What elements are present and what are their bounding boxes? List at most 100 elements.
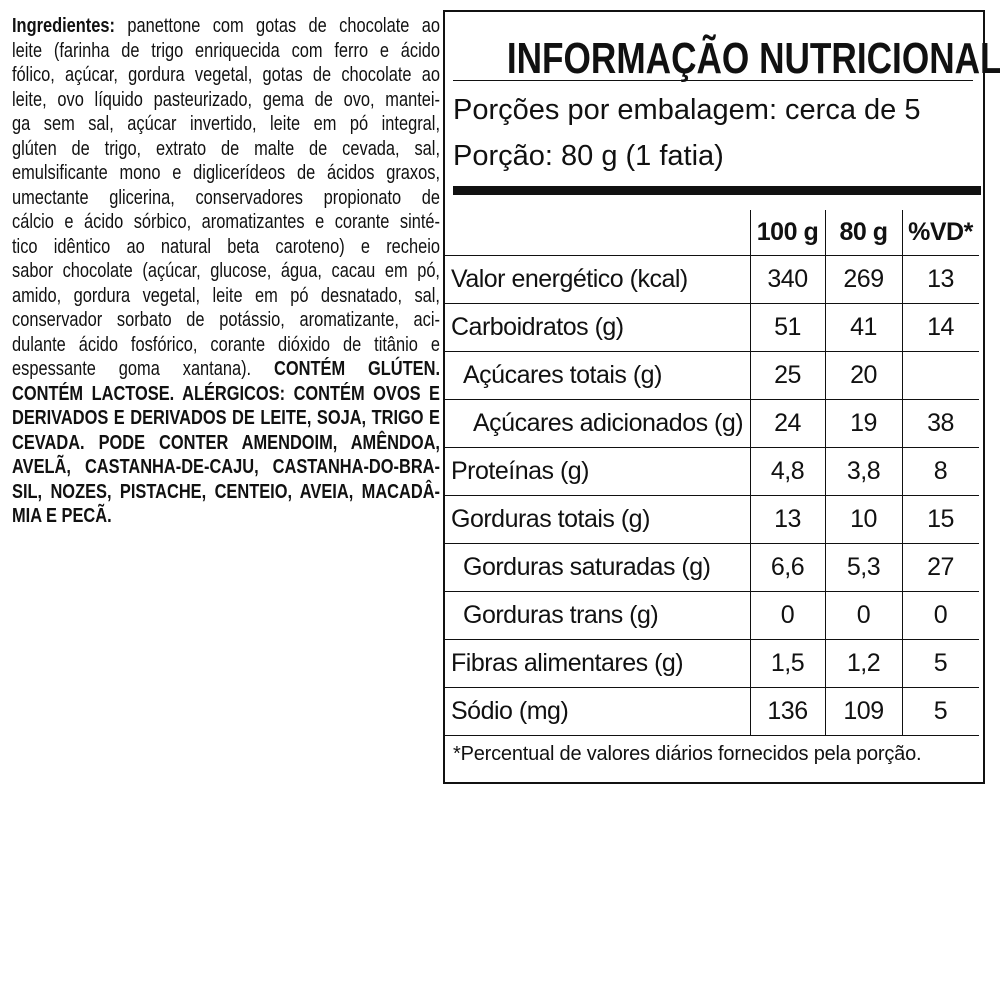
text-line: espessante goma xantana). CONTÉM GLÚTEN. xyxy=(12,357,440,382)
row-value: 19 xyxy=(850,409,877,437)
row-label: Gorduras trans (g) xyxy=(463,601,659,629)
ingredient-text: leite (farinha de trigo enriquecida com … xyxy=(12,38,440,62)
row-value: 25 xyxy=(774,361,801,389)
column-header: 80 g xyxy=(839,218,888,246)
column-line xyxy=(902,210,903,735)
ingredient-text: dulante ácido fosfórico, corante dióxido… xyxy=(12,332,440,356)
row-line xyxy=(445,687,979,688)
ingredient-text: sabor chocolate (açúcar, glucose, água, … xyxy=(12,259,440,282)
row-label: Sódio (mg) xyxy=(451,697,569,725)
row-label: Gorduras totais (g) xyxy=(451,505,650,533)
row-value: 340 xyxy=(767,265,808,293)
ingredient-text: panettone com gotas de chocolate ao xyxy=(127,14,441,37)
row-value: 3,8 xyxy=(846,457,881,485)
ingredient-text: tico idêntico ao natural beta caroteno) … xyxy=(12,234,440,258)
allergen-text: MIA E PECÃ. xyxy=(12,504,112,527)
ingredient-text: leite, ovo líquido pasteurizado, gema de… xyxy=(12,87,440,111)
allergen-text: CEVADA. PODE CONTER AMENDOIM, AMÊNDOA, xyxy=(12,430,440,454)
text-line: AVELÃ, CASTANHA-DE-CAJU, CASTANHA-DO-BRA… xyxy=(12,455,440,480)
text-line: DERIVADOS E DERIVADOS DE LEITE, SOJA, TR… xyxy=(12,406,440,431)
row-value: 10 xyxy=(850,505,877,533)
row-value: 109 xyxy=(843,697,884,725)
text-line: amido, gordura vegetal, leite em pó desn… xyxy=(12,284,440,309)
row-label: Fibras alimentares (g) xyxy=(451,649,684,677)
column-line xyxy=(750,210,751,735)
text-line: sabor chocolate (açúcar, glucose, água, … xyxy=(12,259,440,284)
row-line xyxy=(445,303,979,304)
row-line xyxy=(445,351,979,352)
row-label: Proteínas (g) xyxy=(451,457,590,485)
serving-size: Porção: 80 g (1 fatia) xyxy=(453,140,724,172)
row-value: 5,3 xyxy=(846,553,881,581)
text-line: dulante ácido fosfórico, corante dióxido… xyxy=(12,333,440,358)
text-line: tico idêntico ao natural beta caroteno) … xyxy=(12,235,440,260)
row-line xyxy=(445,543,979,544)
text-line: Ingredientes: panettone com gotas de cho… xyxy=(12,14,440,39)
row-value: 24 xyxy=(774,409,801,437)
text-line: leite, ovo líquido pasteurizado, gema de… xyxy=(12,88,440,113)
text-line: MIA E PECÃ. xyxy=(12,504,440,529)
row-line xyxy=(445,735,979,736)
row-value: 6,6 xyxy=(770,553,805,581)
text-line: umectante glicerina, conservadores propi… xyxy=(12,186,440,211)
row-value: 38 xyxy=(927,409,954,437)
ingredient-text: glúten de trigo, extrato de malte de cev… xyxy=(12,136,440,160)
allergen-text: DERIVADOS E DERIVADOS DE LEITE, SOJA, TR… xyxy=(12,406,440,429)
ingredient-text: espessante goma xantana). xyxy=(12,357,252,380)
row-value: 51 xyxy=(774,313,801,341)
text-line: ga sem sal, açúcar invertido, leite em p… xyxy=(12,112,440,137)
nutrition-table: INFORMAÇÃO NUTRICIONAL Porções por embala… xyxy=(443,10,1000,784)
column-line xyxy=(825,210,826,735)
text-line: emulsificante mono e diglicerídeos de ác… xyxy=(12,161,440,186)
row-line xyxy=(445,399,979,400)
allergen-text: SIL, NOZES, PISTACHE, CENTEIO, AVEIA, MA… xyxy=(12,479,440,503)
allergen-text: AVELÃ, CASTANHA-DE-CAJU, CASTANHA-DO-BRA… xyxy=(12,455,440,478)
row-value: 20 xyxy=(850,361,877,389)
row-line xyxy=(445,639,979,640)
row-value: 0 xyxy=(780,601,795,629)
ingredient-text: cálcio e ácido sórbico, aromatizantes e … xyxy=(12,210,440,233)
row-value: 14 xyxy=(927,313,954,341)
row-value: 0 xyxy=(856,601,871,629)
row-value: 8 xyxy=(933,457,948,485)
ingredient-text: conservador sorbato de potássio, aromati… xyxy=(12,308,440,331)
ingredient-text: amido, gordura vegetal, leite em pó desn… xyxy=(12,283,440,307)
row-value: 13 xyxy=(927,265,954,293)
row-value: 15 xyxy=(927,505,954,533)
footnote: *Percentual de valores diários fornecido… xyxy=(453,743,922,765)
servings: Porções por embalagem: cerca de 5 xyxy=(453,94,921,126)
row-value: 0 xyxy=(933,601,948,629)
row-value: 5 xyxy=(933,697,948,725)
ingredients: Ingredientes: panettone com gotas de cho… xyxy=(12,14,440,529)
row-line xyxy=(445,495,979,496)
text-line: leite (farinha de trigo enriquecida com … xyxy=(12,39,440,64)
row-value: 41 xyxy=(850,313,877,341)
row-label: Valor energético (kcal) xyxy=(451,265,688,293)
row-value: 13 xyxy=(774,505,801,533)
row-line xyxy=(445,447,979,448)
ingredient-text: ga sem sal, açúcar invertido, leite em p… xyxy=(12,112,440,135)
allergen-text: CONTÉM GLÚTEN. xyxy=(274,357,441,380)
ingredient-text: fólico, açúcar, gordura vegetal, gotas d… xyxy=(12,63,440,86)
row-line xyxy=(445,255,979,256)
row-label: Carboidratos (g) xyxy=(451,313,624,341)
allergen-text: CONTÉM LACTOSE. ALÉRGICOS: CONTÉM OVOS E xyxy=(12,381,440,405)
row-label: Açúcares totais (g) xyxy=(463,361,662,389)
ingredients-label: Ingredientes: xyxy=(12,14,115,37)
rule xyxy=(453,80,973,81)
thick-rule xyxy=(453,186,981,195)
row-label: Gorduras saturadas (g) xyxy=(463,553,711,581)
text-line: CONTÉM LACTOSE. ALÉRGICOS: CONTÉM OVOS E xyxy=(12,382,440,407)
row-line xyxy=(445,591,979,592)
row-label: Açúcares adicionados (g) xyxy=(473,409,744,437)
row-value: 136 xyxy=(767,697,808,725)
row-value: 27 xyxy=(927,553,954,581)
ingredient-text: umectante glicerina, conservadores propi… xyxy=(12,185,440,209)
text-line: SIL, NOZES, PISTACHE, CENTEIO, AVEIA, MA… xyxy=(12,480,440,505)
row-value: 5 xyxy=(933,649,948,677)
text-line: cálcio e ácido sórbico, aromatizantes e … xyxy=(12,210,440,235)
text-line: glúten de trigo, extrato de malte de cev… xyxy=(12,137,440,162)
text-line: conservador sorbato de potássio, aromati… xyxy=(12,308,440,333)
text-line: fólico, açúcar, gordura vegetal, gotas d… xyxy=(12,63,440,88)
